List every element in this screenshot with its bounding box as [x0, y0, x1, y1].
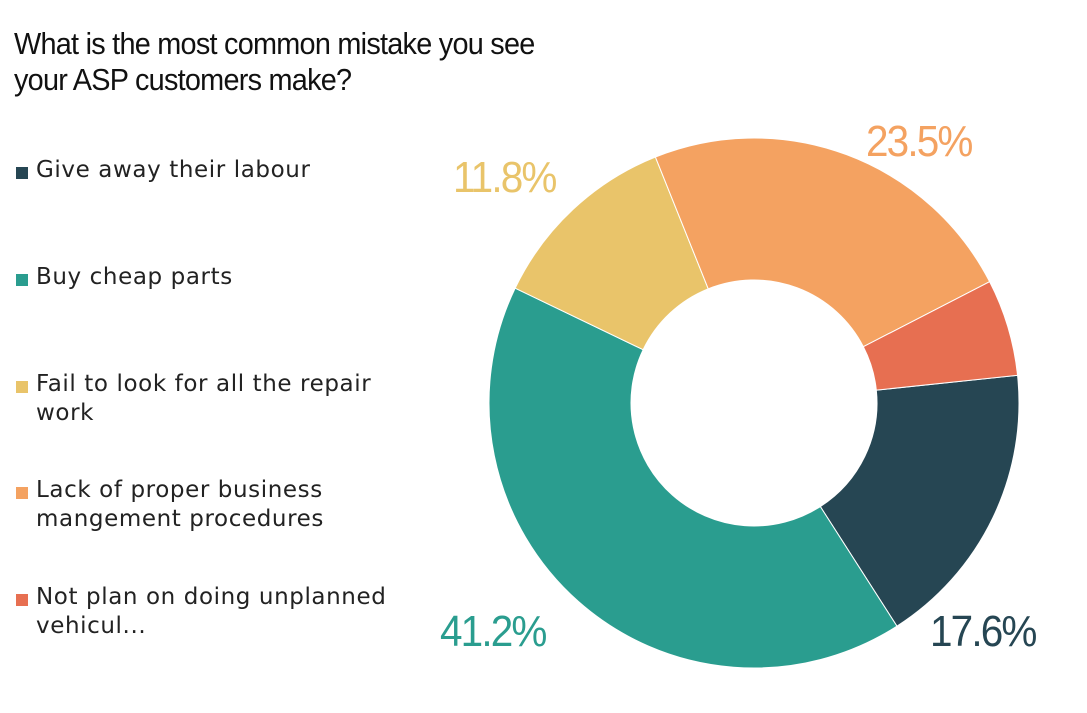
legend-item-give-away-labour[interactable]: Give away their labour: [16, 156, 436, 185]
data-label-lack-of-management: 23.5%: [866, 117, 973, 166]
donut-slices: [488, 137, 1020, 669]
data-label-buy-cheap-parts: 41.2%: [440, 607, 547, 656]
legend-label: Buy cheap parts: [36, 264, 233, 290]
legend-swatch: [16, 487, 28, 499]
slice-not-plan-unplanned[interactable]: [862, 281, 1019, 391]
legend-label: Fail to look for all the repair work: [36, 371, 372, 426]
legend-item-lack-of-management[interactable]: Lack of proper business mangement proced…: [16, 476, 436, 534]
legend-label: Give away their labour: [36, 157, 311, 183]
legend-label: Not plan on doing unplanned vehicul...: [36, 584, 387, 639]
data-label-give-away-labour: 17.6%: [930, 607, 1037, 656]
chart-title-line-2: your ASP customers make?: [14, 62, 352, 97]
slice-fail-to-look[interactable]: [514, 156, 709, 351]
chart-title-line-1: What is the most common mistake you see: [14, 26, 535, 61]
chart-title: What is the most common mistake you see …: [14, 26, 609, 98]
slice-buy-cheap-parts[interactable]: [488, 287, 898, 669]
legend-label: Lack of proper business mangement proced…: [36, 477, 324, 532]
legend-item-not-plan-unplanned[interactable]: Not plan on doing unplanned vehicul...: [16, 583, 436, 641]
legend-swatch: [16, 381, 28, 393]
slice-give-away-labour[interactable]: [819, 374, 1020, 627]
legend-item-buy-cheap-parts[interactable]: Buy cheap parts: [16, 263, 436, 292]
legend-swatch: [16, 594, 28, 606]
slice-lack-of-management[interactable]: [654, 137, 991, 348]
data-label-fail-to-look: 11.8%: [453, 153, 557, 202]
legend-swatch: [16, 167, 28, 179]
legend-swatch: [16, 274, 28, 286]
legend-item-fail-to-look[interactable]: Fail to look for all the repair work: [16, 370, 436, 428]
